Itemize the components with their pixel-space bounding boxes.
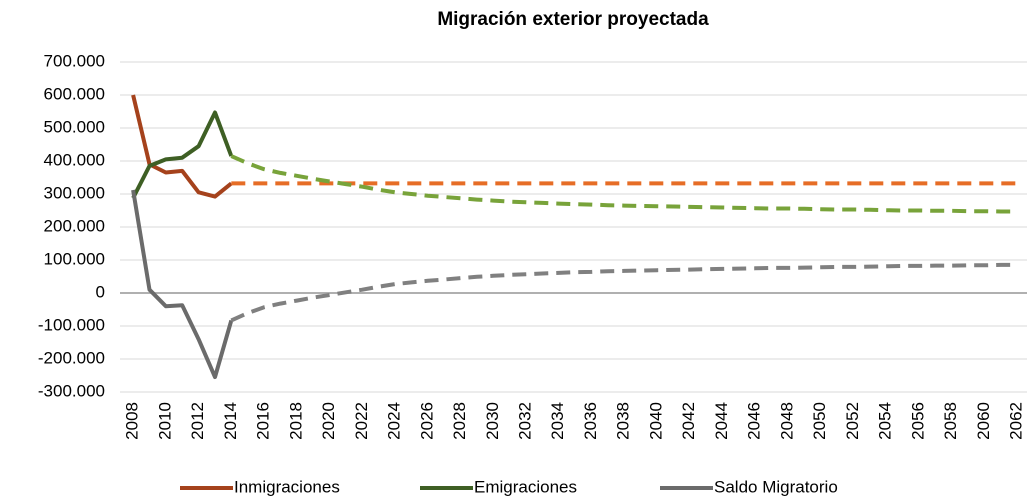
y-tick-label: -100.000 xyxy=(38,315,105,334)
x-tick-label: 2060 xyxy=(974,402,993,440)
chart-title: Migración exterior proyectada xyxy=(437,9,709,30)
x-tick-label: 2024 xyxy=(385,402,404,440)
y-tick-label: 200.000 xyxy=(44,216,105,235)
legend-label: Inmigraciones xyxy=(234,477,340,496)
series-line xyxy=(131,189,234,380)
x-tick-label: 2052 xyxy=(843,402,862,440)
series-line xyxy=(131,94,233,199)
y-tick-label: 400.000 xyxy=(44,150,105,169)
x-tick-label: 2034 xyxy=(548,402,567,440)
x-tick-label: 2026 xyxy=(417,402,436,440)
x-tick-label: 2042 xyxy=(679,402,698,440)
x-tick-label: 2036 xyxy=(581,402,600,440)
y-tick-label: 500.000 xyxy=(44,117,105,136)
series-line xyxy=(131,110,234,199)
y-tick-label: -300.000 xyxy=(38,381,105,400)
x-tick-label: 2062 xyxy=(1007,402,1026,440)
x-tick-label: 2054 xyxy=(876,402,895,440)
x-tick-label: 2032 xyxy=(516,402,535,440)
x-tick-label: 2040 xyxy=(646,402,665,440)
x-tick-label: 2016 xyxy=(254,402,273,440)
y-tick-label: 100.000 xyxy=(44,249,105,268)
x-tick-label: 2012 xyxy=(188,402,207,440)
y-tick-label: -200.000 xyxy=(38,348,105,367)
x-tick-label: 2056 xyxy=(908,402,927,440)
x-tick-label: 2020 xyxy=(319,402,338,440)
legend-label: Emigraciones xyxy=(474,477,577,496)
x-tick-label: 2058 xyxy=(941,402,960,440)
y-tick-label: 600.000 xyxy=(44,84,105,103)
x-tick-label: 2048 xyxy=(777,402,796,440)
x-tick-label: 2050 xyxy=(810,402,829,440)
x-tick-label: 2018 xyxy=(286,402,305,440)
legend-label: Saldo Migratorio xyxy=(714,477,838,496)
x-tick-label: 2010 xyxy=(155,402,174,440)
x-tick-label: 2022 xyxy=(352,402,371,440)
projected-line xyxy=(230,154,1018,214)
y-tick-label: 300.000 xyxy=(44,183,105,202)
x-tick-label: 2044 xyxy=(712,402,731,440)
x-tick-label: 2030 xyxy=(483,402,502,440)
x-tick-label: 2046 xyxy=(745,402,764,440)
x-tick-label: 2028 xyxy=(450,402,469,440)
y-tick-label: 700.000 xyxy=(44,51,105,70)
x-tick-label: 2038 xyxy=(614,402,633,440)
x-tick-label: 2014 xyxy=(221,402,240,440)
y-tick-label: 0 xyxy=(96,282,105,301)
x-tick-label: 2008 xyxy=(123,402,142,440)
projected-line xyxy=(230,262,1018,323)
